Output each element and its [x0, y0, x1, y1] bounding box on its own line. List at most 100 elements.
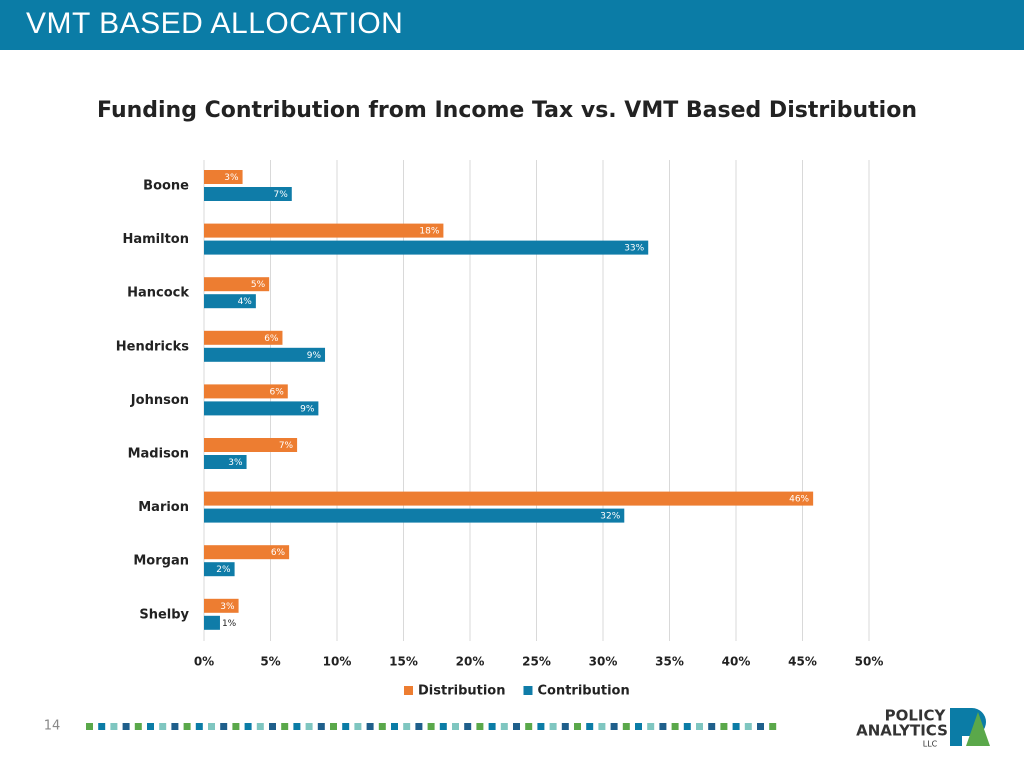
- logo: POLICY ANALYTICS LLC: [856, 707, 990, 749]
- y-tick-label: Madison: [128, 447, 189, 462]
- legend-swatch: [404, 686, 413, 695]
- decoration-square: [110, 723, 118, 730]
- decoration-square: [488, 723, 496, 730]
- y-tick-label: Hamilton: [122, 232, 189, 247]
- decoration-square: [671, 723, 679, 730]
- data-label: 3%: [228, 458, 243, 468]
- bar: [204, 598, 239, 613]
- decoration-square: [366, 723, 374, 730]
- bar: [204, 223, 444, 238]
- decoration-square: [439, 723, 447, 730]
- decoration-square: [330, 723, 337, 730]
- data-label: 3%: [220, 602, 235, 612]
- x-tick-label: 30%: [589, 655, 618, 669]
- data-label: 33%: [624, 244, 644, 254]
- decoration-square: [171, 723, 179, 730]
- decoration-square: [256, 723, 264, 730]
- logo-text: ANALYTICS: [856, 722, 948, 740]
- decoration-square: [537, 723, 545, 730]
- bar: [204, 615, 220, 630]
- decoration-square: [403, 723, 411, 730]
- decoration-square: [464, 723, 472, 730]
- y-tick-label: Hancock: [127, 286, 189, 301]
- data-label: 6%: [264, 334, 279, 344]
- decoration-square: [391, 723, 398, 730]
- bar: [204, 330, 283, 345]
- x-tick-label: 35%: [655, 655, 684, 669]
- decoration-square: [659, 723, 667, 730]
- data-label: 7%: [273, 190, 288, 200]
- data-label: 32%: [600, 512, 620, 522]
- data-label: 6%: [271, 548, 286, 558]
- decoration-square: [147, 723, 154, 730]
- legend-label: Distribution: [418, 684, 505, 699]
- x-tick-label: 40%: [722, 655, 751, 669]
- decoration-square: [525, 723, 533, 730]
- data-label: 9%: [307, 351, 322, 361]
- decoration-square: [293, 723, 301, 730]
- y-tick-label: Hendricks: [116, 339, 189, 354]
- decoration-square: [720, 723, 728, 730]
- data-label: 6%: [270, 387, 285, 397]
- decoration: [86, 723, 777, 730]
- decoration-square: [732, 723, 740, 730]
- bar: [204, 508, 625, 523]
- decoration-square: [86, 723, 93, 730]
- decoration-square: [317, 723, 325, 730]
- decoration-square: [232, 723, 240, 730]
- bar: [204, 455, 247, 469]
- x-tick-label: 25%: [522, 655, 551, 669]
- decoration-square: [244, 723, 252, 730]
- data-label: 9%: [300, 404, 315, 414]
- y-tick-label: Morgan: [133, 554, 189, 569]
- x-tick-label: 5%: [260, 655, 280, 669]
- decoration-square: [195, 723, 203, 730]
- decoration-square: [183, 723, 191, 730]
- bar: [204, 294, 256, 309]
- x-tick-label: 15%: [389, 655, 418, 669]
- decoration-square: [757, 723, 764, 730]
- decoration-square: [134, 723, 142, 730]
- logo-text: POLICY: [885, 707, 947, 725]
- decoration-square: [415, 723, 423, 730]
- decoration-square: [427, 723, 435, 730]
- logo-text: LLC: [923, 740, 938, 749]
- bar: [204, 384, 288, 399]
- decoration-square: [561, 723, 569, 730]
- chart-title: Funding Contribution from Income Tax vs.…: [97, 98, 917, 123]
- data-label: 2%: [216, 565, 231, 575]
- decoration-square: [476, 723, 484, 730]
- decoration-square: [683, 723, 691, 730]
- decoration-square: [549, 723, 557, 730]
- data-label: 5%: [251, 280, 266, 290]
- decoration-square: [342, 723, 350, 730]
- x-tick-label: 45%: [788, 655, 817, 669]
- decoration-square: [769, 723, 777, 730]
- y-tick-label: Johnson: [130, 393, 189, 408]
- logo-mark: [966, 712, 990, 746]
- x-tick-label: 50%: [855, 655, 884, 669]
- decoration-square: [220, 723, 228, 730]
- decoration-square: [281, 723, 289, 730]
- bar: [204, 438, 298, 452]
- decoration-square: [378, 723, 386, 730]
- decoration-square: [98, 723, 106, 730]
- decoration-square: [305, 723, 313, 730]
- decoration-square: [452, 723, 459, 730]
- bar: [204, 545, 290, 560]
- bar: [204, 562, 235, 577]
- bar: [204, 347, 326, 362]
- bar: [204, 277, 270, 292]
- data-label: 1%: [222, 619, 237, 629]
- data-label: 46%: [789, 495, 809, 505]
- decoration-square: [622, 723, 630, 730]
- data-label: 7%: [279, 441, 294, 451]
- bar: [204, 401, 319, 416]
- decoration-square: [513, 723, 520, 730]
- decoration-square: [744, 723, 752, 730]
- decoration-square: [159, 723, 167, 730]
- x-tick-label: 10%: [323, 655, 352, 669]
- decoration-square: [708, 723, 716, 730]
